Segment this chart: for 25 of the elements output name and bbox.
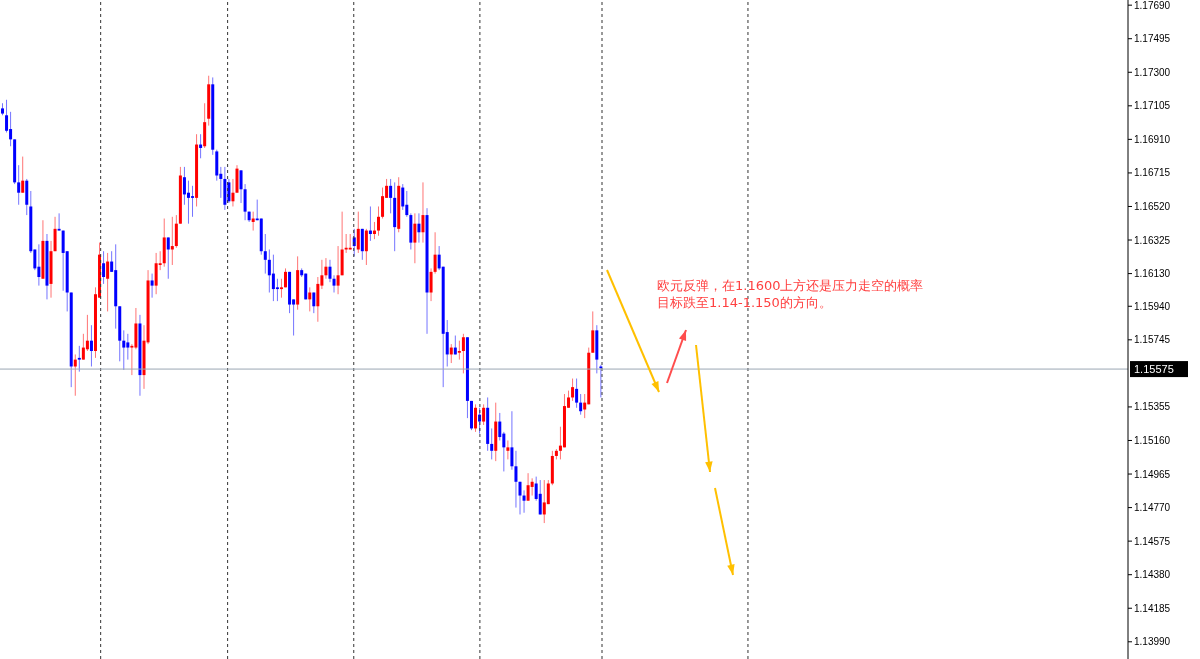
y-tick-label: 1.14575 (1134, 535, 1171, 547)
candlestick (332, 274, 336, 294)
y-tick-label: 1.17300 (1134, 66, 1171, 78)
y-tick-label: 1.16520 (1134, 201, 1171, 213)
y-tick-label: 1.14770 (1134, 502, 1171, 514)
candlestick (530, 477, 534, 497)
y-tick-label: 1.15940 (1134, 300, 1171, 312)
candlestick (57, 212, 61, 232)
y-tick-label: 1.15355 (1134, 401, 1171, 413)
y-tick-label: 1.16325 (1134, 234, 1171, 246)
y-tick-label: 1.15745 (1134, 334, 1171, 346)
y-tick-label: 1.16910 (1134, 133, 1171, 145)
y-tick-label: 1.17495 (1134, 33, 1171, 45)
y-tick-label: 1.14380 (1134, 569, 1171, 581)
ref-line-label: 1.15575 (1134, 363, 1174, 376)
y-tick-label: 1.16130 (1134, 268, 1171, 280)
annotation: 目标跌至1.14-1.150的方向。 (657, 294, 833, 311)
y-tick-label: 1.14185 (1134, 602, 1171, 614)
y-tick-label: 1.14965 (1134, 468, 1171, 480)
y-tick-label: 1.17690 (1134, 0, 1171, 11)
y-tick-label: 1.13990 (1134, 636, 1171, 648)
y-tick-label: 1.15160 (1134, 435, 1171, 447)
y-tick-label: 1.16715 (1134, 167, 1171, 179)
annotation: 欧元反弹，在1.1600上方还是压力走空的概率 (657, 277, 924, 294)
y-tick-label: 1.17105 (1134, 100, 1171, 112)
